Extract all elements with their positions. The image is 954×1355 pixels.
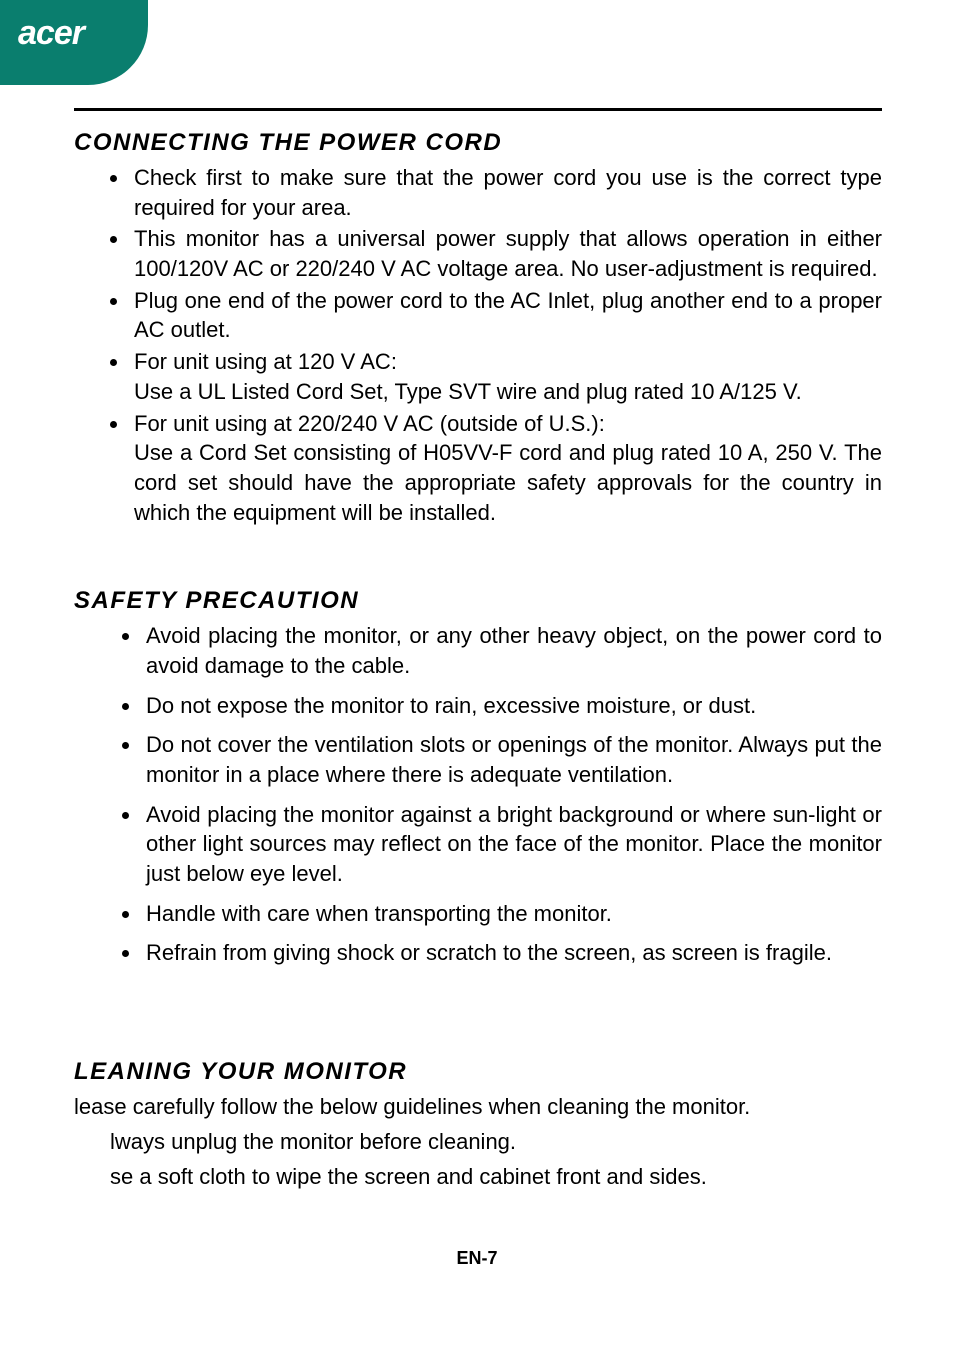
list-item: For unit using at 220/240 V AC (outside … (130, 409, 882, 528)
list-item: Do not expose the monitor to rain, exces… (142, 691, 882, 721)
list-item: For unit using at 120 V AC:Use a UL List… (130, 347, 882, 406)
list-item: Avoid placing the monitor against a brig… (142, 800, 882, 889)
section-title-cleaning: LEANING YOUR MONITOR (74, 1058, 882, 1086)
list-item: Handle with care when transporting the m… (142, 899, 882, 929)
connecting-list: Check first to make sure that the power … (74, 163, 882, 527)
cleaning-line: se a soft cloth to wipe the screen and c… (110, 1162, 882, 1193)
cleaning-line: lways unplug the monitor before cleaning… (110, 1127, 882, 1158)
top-rule (74, 108, 882, 111)
list-item: This monitor has a universal power suppl… (130, 224, 882, 283)
section-title-safety: SAFETY PRECAUTION (74, 587, 882, 615)
list-item: Do not cover the ventilation slots or op… (142, 730, 882, 789)
section-title-connecting: CONNECTING THE POWER CORD (74, 129, 882, 157)
list-item: Plug one end of the power cord to the AC… (130, 286, 882, 345)
list-item: Refrain from giving shock or scratch to … (142, 938, 882, 968)
list-item: Avoid placing the monitor, or any other … (142, 621, 882, 680)
brand-tab: acer (0, 0, 148, 85)
page-footer: EN-7 (0, 1248, 954, 1269)
safety-list: Avoid placing the monitor, or any other … (74, 621, 882, 968)
page: acer CONNECTING THE POWER CORD Check fir… (0, 0, 954, 1355)
list-item: Check first to make sure that the power … (130, 163, 882, 222)
content-area: CONNECTING THE POWER CORD Check first to… (74, 108, 882, 1193)
brand-logo-text: acer (18, 14, 84, 53)
cleaning-intro: lease carefully follow the below guideli… (74, 1092, 882, 1123)
